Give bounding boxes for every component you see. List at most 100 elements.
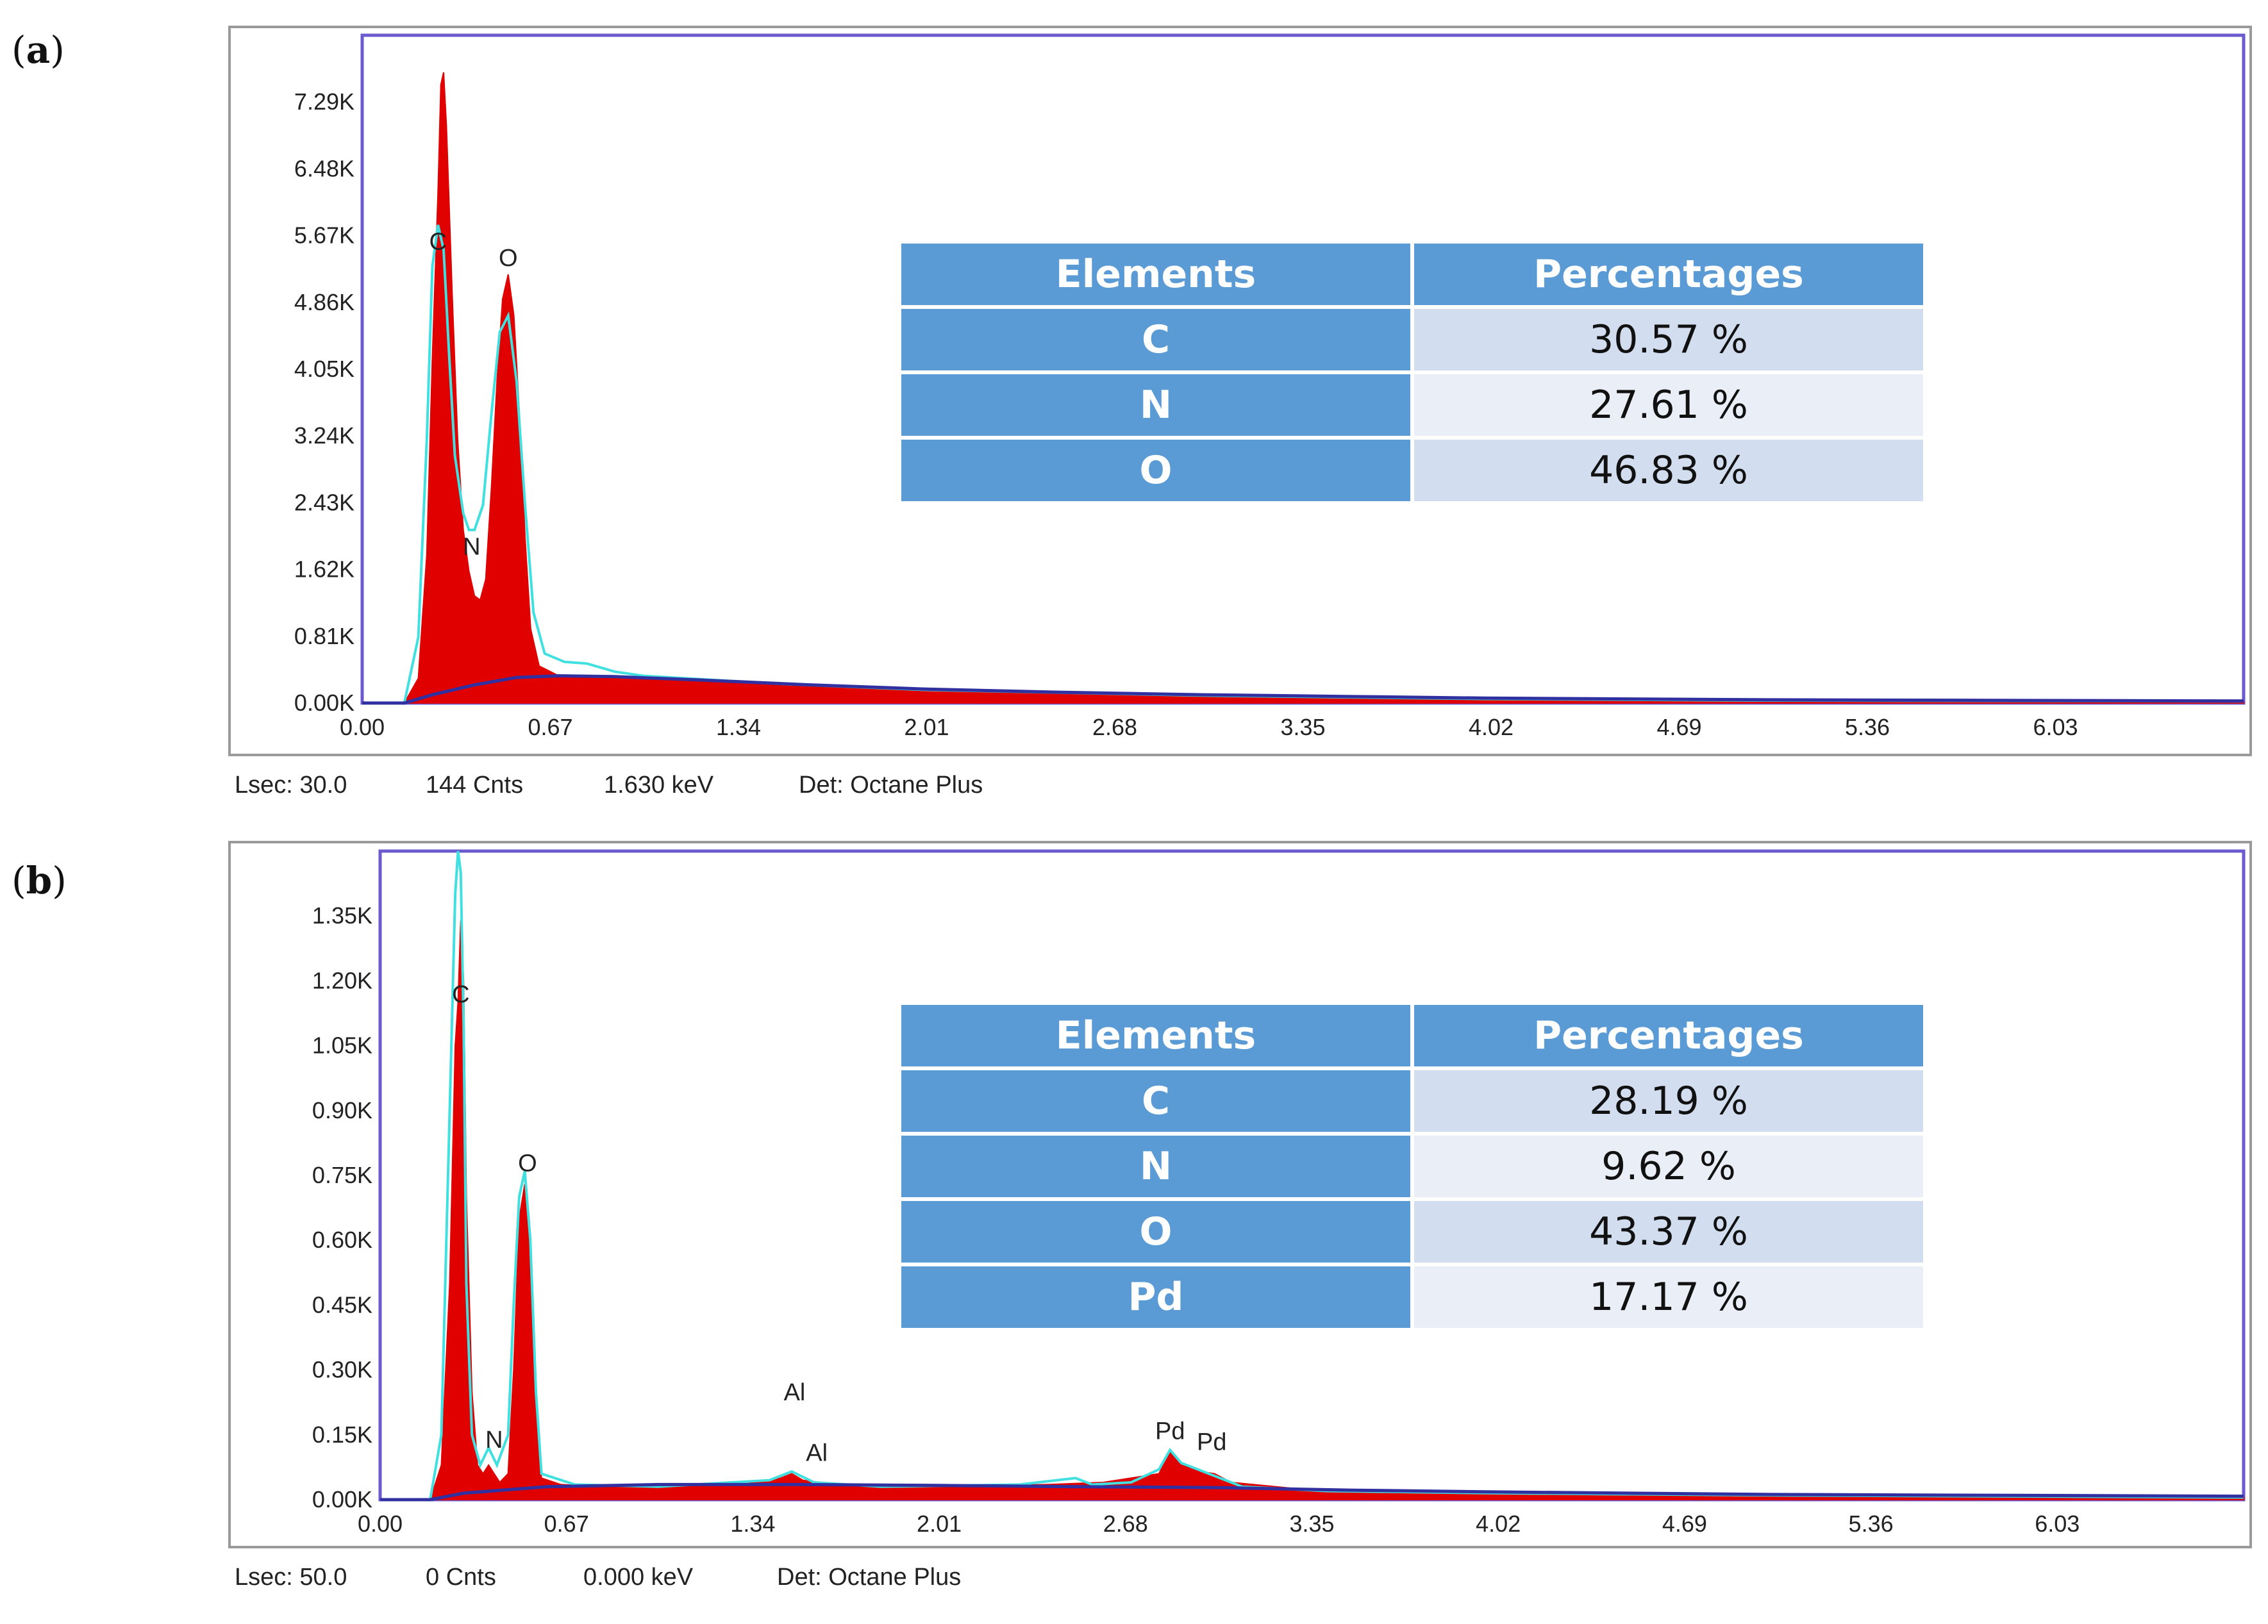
status-lsec-a: Lsec: 30.0 [235,772,347,799]
y-tick-label: 1.62K [294,556,354,583]
percentage-cell: 43.37 % [1414,1201,1923,1263]
x-tick-label: 5.36 [1849,1511,1894,1537]
y-tick-label: 0.75K [312,1162,372,1188]
header-elements: Elements [901,1005,1410,1066]
table-row: O 43.37 % [901,1201,1923,1263]
x-tick-label: 0.00 [358,1511,403,1537]
series-background-line [362,674,2244,705]
y-tick-label: 0.81K [294,623,354,649]
panel-b-label-letter: b [26,859,53,902]
y-tick-label: 0.90K [312,1097,372,1123]
percentage-cell: 27.61 % [1414,374,1923,436]
table-header-row: Elements Percentages [901,244,1923,305]
x-tick-label: 4.69 [1662,1511,1707,1537]
status-bar-b: Lsec: 50.0 0 Cnts 0.000 keV Det: Octane … [235,1564,1132,1593]
x-tick-label: 1.34 [730,1511,775,1537]
panel-a-label: (a) [12,28,65,72]
y-tick-label: 1.20K [312,967,372,993]
x-tick-label: 4.02 [1476,1511,1521,1537]
x-tick-label: 0.67 [544,1511,589,1537]
table-row: Pd 17.17 % [901,1266,1923,1328]
panel-b-label-open: ( [12,859,26,902]
panel-b-label-close: ) [52,859,67,902]
x-tick-label: 3.35 [1289,1511,1334,1537]
y-tick-label: 0.00K [294,690,354,716]
peak-label: C [452,981,469,1008]
x-tick-label: 4.69 [1656,714,1701,740]
x-tick-label: 6.03 [2033,714,2078,740]
status-counts-b: 0 Cnts [426,1564,496,1591]
element-cell: N [901,374,1410,436]
peak-label: O [518,1150,537,1177]
y-tick-label: 2.43K [294,489,354,515]
element-cell: Pd [901,1266,1410,1328]
header-percentages: Percentages [1414,244,1923,305]
percentage-cell: 17.17 % [1414,1266,1923,1328]
x-tick-label: 2.01 [917,1511,962,1537]
y-tick-label: 7.29K [294,88,354,115]
y-tick-label: 6.48K [294,155,354,181]
series-fit-line [380,850,2244,1501]
x-tick-label: 3.35 [1280,714,1325,740]
y-tick-label: 1.35K [312,902,372,929]
header-percentages: Percentages [1414,1005,1923,1066]
element-cell: C [901,1070,1410,1132]
series-background-line [380,1482,2244,1502]
y-tick-label: 0.60K [312,1227,372,1253]
spectrum-chart-a: 0.00K 0.81K 1.62K 2.43K 3.24K 4.05K 4.86K 5.67K… [294,33,2246,740]
peak-label: Al [784,1379,806,1406]
x-tick-label: 0.67 [528,714,572,740]
table-row: C 28.19 % [901,1070,1923,1132]
y-tick-label: 1.05K [312,1032,372,1059]
table-header-row: Elements Percentages [901,1005,1923,1066]
x-tick-label: 0.00 [340,714,385,740]
composition-table-a: Elements Percentages C 30.57 % N 27.61 %… [897,240,1927,505]
peak-label: N [463,533,480,560]
table-row: C 30.57 % [901,309,1923,370]
element-cell: C [901,309,1410,370]
table-row: N 9.62 % [901,1136,1923,1197]
panel-a-label-open: ( [12,28,26,72]
peak-label: C [429,228,447,255]
peak-label: Al [806,1439,828,1466]
percentage-cell: 30.57 % [1414,309,1923,370]
table-row: N 27.61 % [901,374,1923,436]
header-elements: Elements [901,244,1410,305]
peak-label: Pd [1155,1418,1185,1445]
x-tick-label: 2.01 [904,714,949,740]
x-tick-label: 1.34 [716,714,761,740]
peak-label: N [485,1427,503,1454]
y-tick-label: 4.86K [294,289,354,315]
y-tick-label: 3.24K [294,422,354,449]
panel-a-label-letter: a [26,28,51,72]
percentage-cell: 28.19 % [1414,1070,1923,1132]
y-tick-label: 4.05K [294,356,354,382]
status-bar-a: Lsec: 30.0 144 Cnts 1.630 keV Det: Octan… [235,772,1132,801]
x-tick-label: 5.36 [1845,714,1890,740]
element-cell: N [901,1136,1410,1197]
element-cell: O [901,440,1410,501]
peak-label: O [499,245,518,272]
status-lsec-b: Lsec: 50.0 [235,1564,347,1591]
panel-b-label: (b) [12,859,67,902]
status-energy-a: 1.630 keV [604,772,714,799]
x-tick-label: 6.03 [2035,1511,2080,1537]
y-tick-label: 0.00K [312,1486,372,1512]
y-tick-label: 0.30K [312,1357,372,1383]
panel-a-label-close: ) [50,28,65,72]
status-detector-b: Det: Octane Plus [777,1564,962,1591]
status-counts-a: 144 Cnts [426,772,524,799]
peak-label: Pd [1197,1429,1226,1455]
x-tick-label: 2.68 [1092,714,1137,740]
table-row: O 46.83 % [901,440,1923,501]
x-tick-label: 2.68 [1103,1511,1148,1537]
y-tick-label: 0.45K [312,1291,372,1318]
status-detector-a: Det: Octane Plus [799,772,983,799]
x-tick-label: 4.02 [1469,714,1513,740]
y-tick-label: 5.67K [294,222,354,249]
element-cell: O [901,1201,1410,1263]
status-energy-b: 0.000 keV [583,1564,694,1591]
y-tick-label: 0.15K [312,1421,372,1448]
percentage-cell: 9.62 % [1414,1136,1923,1197]
